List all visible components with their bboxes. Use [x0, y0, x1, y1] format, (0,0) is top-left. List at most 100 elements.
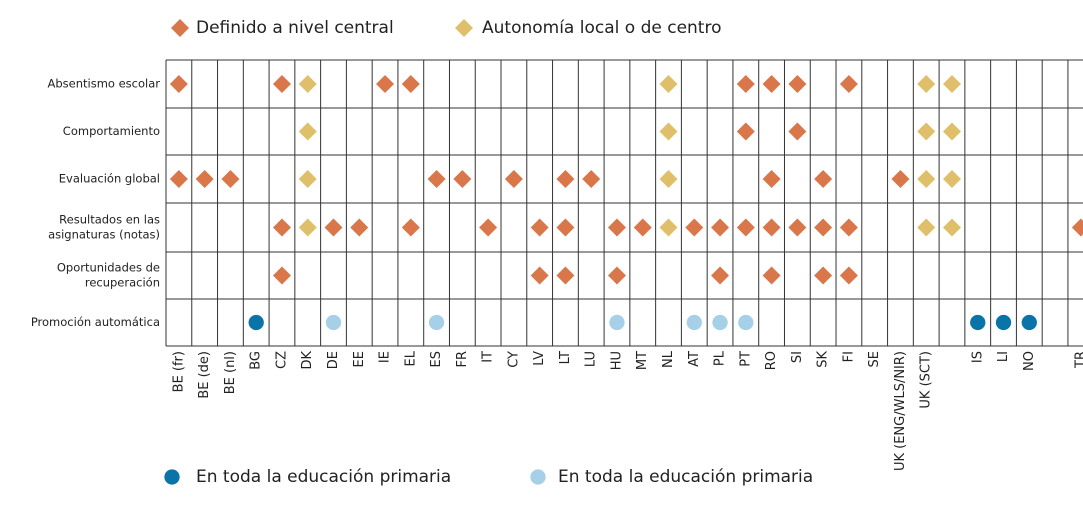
diamond-marker [427, 170, 446, 188]
column-label: AT [687, 351, 702, 367]
column-label: UK (SCT) [919, 351, 934, 409]
diamond-marker [195, 170, 214, 188]
diamond-marker [736, 75, 755, 93]
row-label: Evaluación global [59, 172, 160, 186]
column-label: SK [816, 351, 831, 368]
row-label: Resultados en las [59, 213, 160, 227]
diamond-marker [298, 218, 317, 237]
circle-marker [995, 314, 1012, 331]
column-label: CY [506, 351, 521, 368]
circle-marker [325, 314, 342, 331]
circle-marker [164, 469, 180, 485]
diamond-marker [736, 122, 755, 141]
diamond-marker [376, 75, 395, 93]
diamond-marker [169, 75, 188, 93]
diamond-marker [942, 75, 961, 93]
diamond-marker [221, 170, 240, 188]
diamond-marker [736, 218, 755, 237]
diamond-marker [814, 218, 833, 237]
diamond-marker [839, 218, 858, 237]
diamond-marker [917, 75, 936, 93]
diamond-marker [556, 266, 575, 285]
column-label: FI [841, 351, 856, 362]
diamond-marker [272, 75, 291, 93]
column-label: DE [326, 351, 341, 369]
row-label: asignaturas (notas) [48, 228, 160, 242]
diamond-marker [942, 122, 961, 141]
column-label: IE [378, 351, 393, 363]
column-label: LV [532, 351, 547, 366]
diamond-marker [530, 266, 549, 285]
diamond-marker [891, 170, 910, 188]
diamond-marker [350, 218, 369, 237]
diamond-marker [659, 170, 678, 188]
column-label: CZ [274, 351, 289, 369]
diamond-marker [839, 266, 858, 285]
diamond-marker [298, 75, 317, 93]
column-label: NO [1022, 351, 1037, 371]
diamond-marker [504, 170, 523, 188]
row-label: recuperación [85, 276, 160, 290]
diamond-marker [762, 218, 781, 237]
legend-label: En toda la educación primaria [196, 467, 451, 487]
diamond-marker [788, 218, 807, 237]
column-label: NL [661, 350, 676, 368]
column-label: SE [867, 351, 882, 367]
diamond-marker [942, 218, 961, 237]
column-label: EL [403, 350, 418, 366]
column-label: FR [455, 351, 470, 368]
circle-marker [428, 314, 445, 331]
column-label: BE (fr) [171, 351, 186, 392]
diamond-marker [788, 122, 807, 141]
column-label: LU [584, 351, 599, 367]
diamond-marker [607, 266, 626, 285]
diamond-marker [659, 218, 678, 237]
diamond-marker [659, 122, 678, 141]
circle-marker [738, 314, 754, 331]
diamond-marker [171, 19, 189, 37]
column-label: PL [713, 350, 728, 366]
legend-label: Definido a nivel central [196, 18, 394, 38]
column-label: SI [790, 351, 805, 363]
diamond-marker [530, 218, 549, 237]
column-label: MT [635, 351, 650, 370]
circle-marker [609, 314, 625, 331]
column-label: BE (de) [197, 351, 212, 399]
diamond-marker [917, 218, 936, 237]
diamond-marker [582, 170, 601, 188]
diamond-marker [298, 122, 317, 141]
diamond-marker [711, 218, 730, 237]
diamond-marker [685, 218, 704, 237]
column-label: HU [609, 351, 624, 370]
diamond-marker [762, 266, 781, 285]
diamond-marker [453, 170, 472, 188]
diamond-marker [762, 75, 781, 93]
circle-marker [686, 314, 702, 331]
diamond-marker [479, 218, 498, 237]
column-label: IT [481, 351, 496, 363]
diamond-marker [298, 170, 317, 188]
diamond-marker [711, 266, 730, 285]
row-label: Comportamiento [63, 124, 160, 138]
row-label: Oportunidades de [57, 261, 160, 275]
diamond-marker [324, 218, 343, 237]
diamond-marker [1071, 218, 1083, 237]
diamond-marker [401, 75, 420, 93]
column-label: BG [249, 351, 264, 370]
circle-marker [712, 314, 728, 331]
diamond-marker [814, 266, 833, 285]
diamond-marker [556, 170, 575, 188]
column-label: DK [300, 351, 315, 370]
row-label: Promoción automática [31, 315, 160, 329]
diamond-marker [169, 170, 188, 188]
diamond-marker [272, 266, 291, 285]
diamond-marker [455, 19, 473, 37]
diamond-marker [659, 75, 678, 93]
column-label: TR [1073, 351, 1083, 369]
diamond-marker [839, 75, 858, 93]
column-label: LI [996, 351, 1011, 362]
circle-marker [530, 469, 546, 485]
diamond-marker [788, 75, 807, 93]
circle-marker [970, 314, 986, 331]
